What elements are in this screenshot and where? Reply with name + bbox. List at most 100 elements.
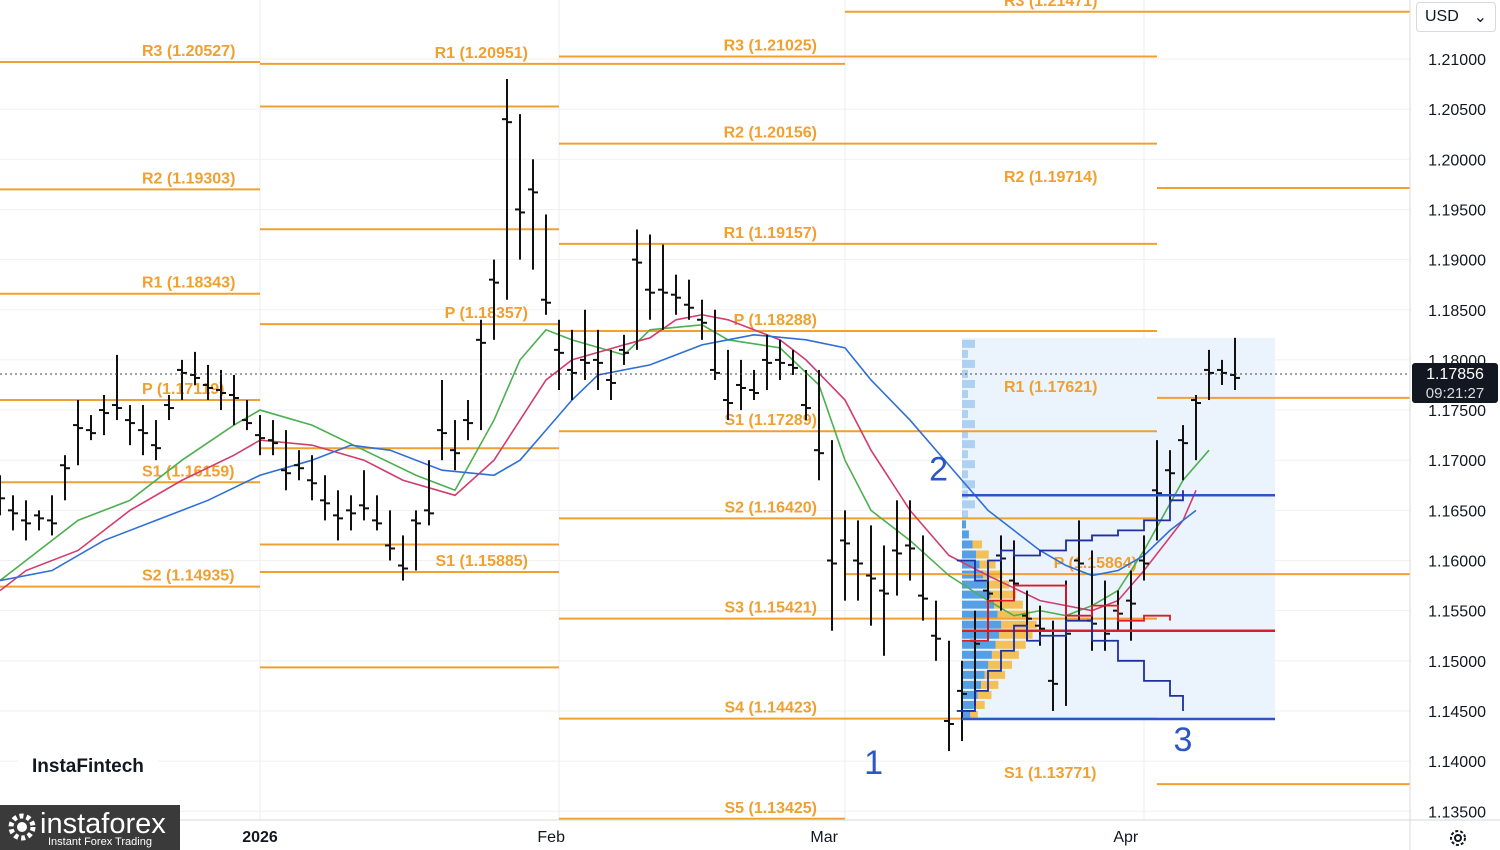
volume-bar-buy — [962, 430, 968, 439]
pivot-label: S1 (1.13771) — [1004, 765, 1097, 782]
ohlc-bars — [0, 79, 1240, 752]
ohlc-bar — [554, 319, 564, 390]
pivot-label: S2 (1.16420) — [724, 499, 817, 516]
wave-label-3: 3 — [1174, 721, 1193, 759]
ohlc-bar — [1165, 450, 1175, 501]
volume-bar-buy — [962, 440, 975, 449]
volume-bar-buy — [962, 339, 975, 348]
ohlc-bar — [125, 405, 135, 446]
ohlc-bar — [177, 359, 187, 401]
ohlc-bar — [1074, 520, 1084, 621]
settings-icon[interactable] — [1448, 828, 1468, 848]
ohlc-bar — [814, 369, 824, 481]
ohlc-bar — [645, 234, 655, 320]
gear-logo-icon — [8, 813, 36, 841]
volume-bar-buy — [962, 349, 968, 358]
volume-bar-buy — [962, 480, 975, 489]
price-tick-label: 1.14500 — [1428, 704, 1486, 721]
volume-bar-sell — [984, 670, 1006, 679]
ohlc-bar — [801, 369, 811, 421]
volume-bar-buy — [962, 650, 992, 659]
price-tick-label: 1.14000 — [1428, 754, 1486, 771]
ohlc-bar — [853, 520, 863, 601]
ohlc-bar — [190, 351, 200, 385]
price-tick-label: 1.15000 — [1428, 654, 1486, 671]
volume-bar-sell — [986, 580, 1010, 589]
ohlc-bar — [632, 229, 642, 350]
volume-bar-buy — [962, 530, 969, 539]
ohlc-bar — [905, 500, 915, 581]
ohlc-bar — [710, 309, 720, 380]
wave-label-2: 2 — [929, 450, 948, 488]
time-tick-label: Mar — [810, 829, 838, 846]
ohlc-bar — [762, 334, 772, 390]
ohlc-bar — [788, 349, 798, 375]
price-axis[interactable]: 1.21000 1.20500 1.20000 1.19500 1.19000 1.185… — [1428, 52, 1486, 821]
ohlc-bar — [723, 349, 733, 421]
ohlc-bar — [749, 369, 759, 401]
ohlc-bar — [203, 364, 213, 401]
time-axis[interactable]: 2026 Feb Mar Apr — [242, 829, 1139, 846]
volume-bar-buy — [962, 470, 968, 479]
volume-bar-buy — [962, 590, 991, 599]
volume-bar-sell — [973, 700, 985, 709]
volume-bar-buy — [962, 359, 975, 368]
currency-value: USD — [1425, 8, 1459, 25]
volume-bar-buy — [962, 630, 1000, 639]
ohlc-bar — [502, 79, 512, 300]
ohlc-bar — [164, 395, 174, 421]
price-tick-label: 1.19500 — [1428, 202, 1486, 219]
pivot-label: S5 (1.13425) — [724, 800, 817, 817]
price-tick-label: 1.16000 — [1428, 554, 1486, 571]
ohlc-bar — [34, 510, 44, 531]
volume-bar-sell — [1001, 620, 1037, 629]
volume-bar-buy — [962, 420, 975, 429]
pivot-label: R3 (1.21471) — [1004, 0, 1097, 10]
ohlc-bar — [294, 450, 304, 481]
volume-bar-buy — [962, 390, 968, 399]
volume-bar-buy — [962, 560, 980, 569]
volume-bar-sell — [991, 650, 1019, 659]
ohlc-bar — [931, 600, 941, 661]
ohlc-bar — [1230, 337, 1240, 390]
pivot-label: R3 (1.21025) — [724, 37, 817, 54]
price-tick-label: 1.16500 — [1428, 503, 1486, 520]
ohlc-bar — [346, 495, 356, 531]
ohlc-bar — [593, 329, 603, 390]
volume-bar-buy — [962, 400, 975, 409]
last-price-tag: 1.17856 09:21:27 — [1412, 363, 1498, 403]
wave-label-1: 1 — [864, 744, 883, 782]
pivot-label: R2 (1.19303) — [142, 170, 235, 187]
ohlc-bar — [359, 470, 369, 521]
ohlc-bar — [242, 400, 252, 431]
ohlc-bar — [1191, 395, 1201, 461]
value-area-high — [956, 490, 1184, 582]
ohlc-bar — [450, 420, 460, 471]
volume-bar-sell — [990, 590, 1017, 599]
ohlc-bar — [879, 545, 889, 656]
pivot-label: R1 (1.20951) — [435, 45, 528, 62]
ohlc-bar — [918, 535, 928, 621]
ohlc-bar — [606, 349, 616, 401]
ohlc-bar — [307, 455, 317, 501]
ohlc-bar — [697, 299, 707, 340]
ohlc-bar — [8, 495, 18, 531]
pivot-label: P (1.15864) — [1054, 555, 1137, 572]
pivot-label: P (1.17119) — [142, 381, 224, 398]
ohlc-bar — [60, 455, 70, 501]
currency-selector[interactable]: USD ⌄ — [1416, 2, 1496, 32]
ohlc-bar — [1217, 359, 1227, 385]
pivot-label: S1 (1.17289) — [724, 412, 817, 429]
ohlc-bar — [944, 640, 954, 752]
pivot-label: R3 (1.20527) — [142, 43, 235, 60]
ohlc-bar — [1178, 425, 1188, 481]
ohlc-bar — [541, 214, 551, 315]
time-tick-label: Feb — [537, 829, 565, 846]
ohlc-bar — [372, 495, 382, 531]
volume-bar-sell — [999, 630, 1033, 639]
volume-bar-buy — [962, 700, 974, 709]
ohlc-bar — [1139, 535, 1149, 581]
ohlc-bar — [684, 279, 694, 320]
